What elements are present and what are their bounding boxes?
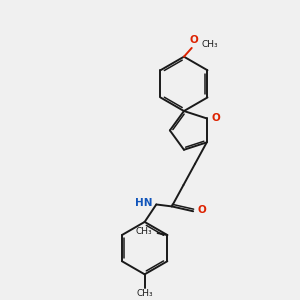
Text: O: O <box>212 113 220 123</box>
Text: CH₃: CH₃ <box>135 226 152 236</box>
Text: O: O <box>189 35 198 45</box>
Text: O: O <box>197 205 206 215</box>
Text: CH₃: CH₃ <box>201 40 218 49</box>
Text: CH₃: CH₃ <box>136 289 153 298</box>
Text: HN: HN <box>135 199 152 208</box>
